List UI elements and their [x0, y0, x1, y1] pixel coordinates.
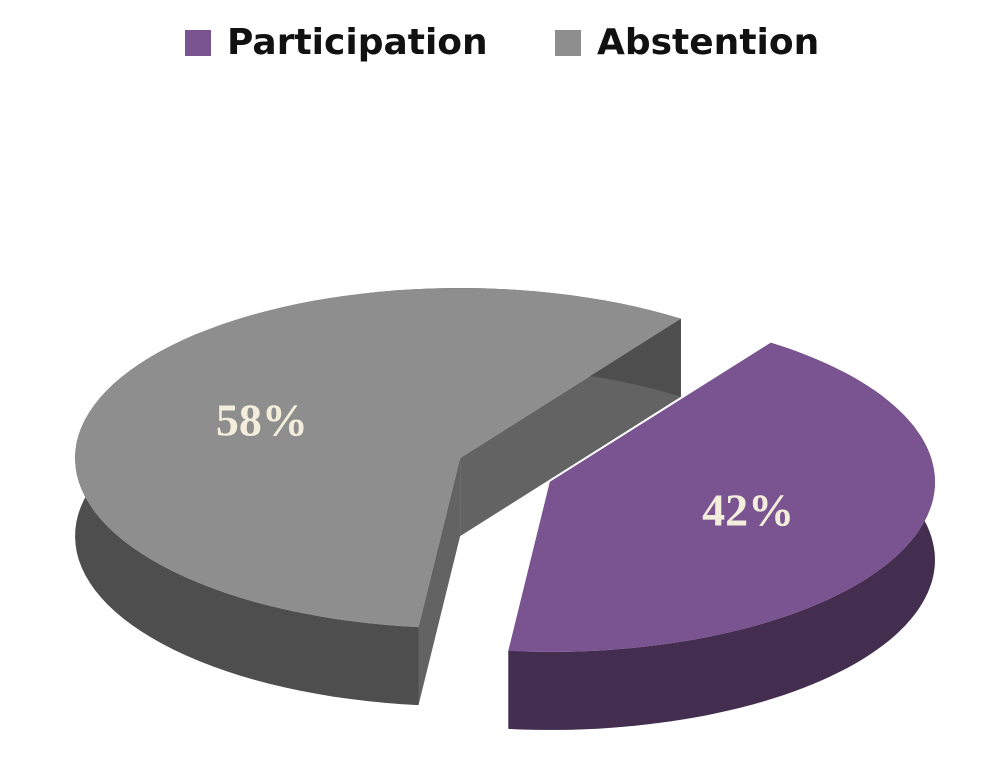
legend-swatch	[185, 30, 211, 56]
legend-label: Abstention	[597, 22, 819, 63]
slice-top	[508, 342, 935, 652]
pie-slice: 58%	[75, 288, 681, 706]
data-label: 58%	[216, 395, 308, 446]
slice-side	[418, 458, 461, 706]
legend-swatch	[555, 30, 581, 56]
data-label: 42%	[702, 484, 794, 535]
slice-top	[75, 288, 681, 628]
slice-side-shade	[418, 458, 461, 706]
legend-label: Participation	[227, 22, 488, 63]
pie-slice: 42%	[508, 342, 935, 730]
